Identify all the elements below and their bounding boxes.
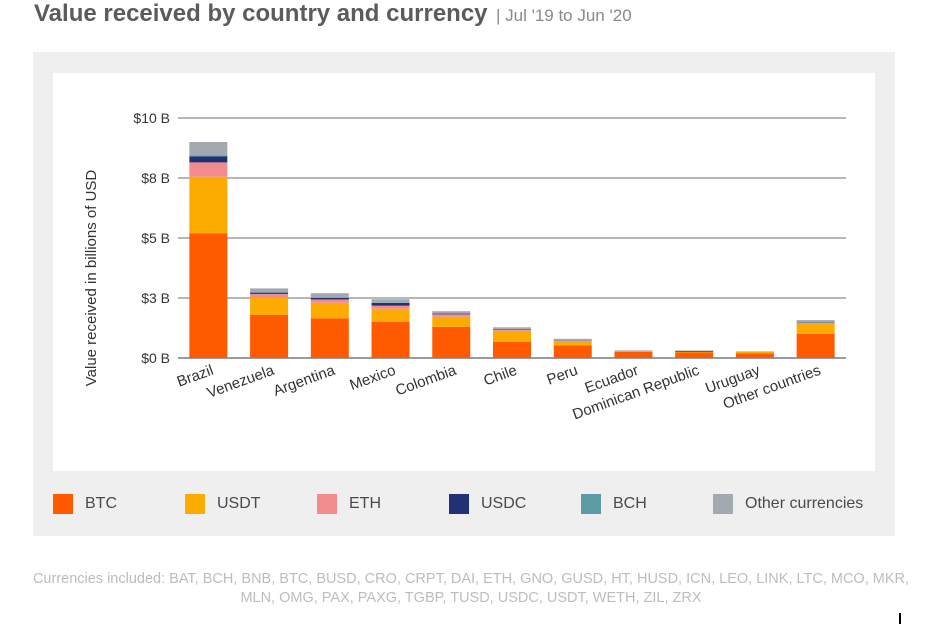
legend-item: ETH	[317, 492, 381, 516]
bar-stack	[432, 311, 471, 358]
y-tick-label: $5 B	[141, 230, 170, 246]
legend-label: BTC	[85, 495, 117, 512]
bar-segment	[493, 341, 531, 358]
bar-segment	[675, 352, 714, 358]
bar-segment	[796, 320, 835, 322]
legend-item: BTC	[53, 492, 117, 516]
x-tick-label: Peru	[545, 362, 581, 389]
bar-segment	[250, 292, 289, 293]
bar-segment	[432, 326, 471, 358]
bar-segment	[735, 352, 774, 354]
bar-segment	[614, 351, 653, 352]
legend-label: Other currencies	[745, 495, 864, 512]
y-axis-label: Value received in billions of USD	[83, 170, 100, 387]
legend-item: USDT	[185, 492, 261, 516]
bar-stack	[675, 350, 714, 358]
x-tick-label: Chile	[481, 362, 519, 390]
x-tick-label: Mexico	[347, 362, 397, 394]
chart-title: Value received by country and currency	[34, 0, 488, 27]
legend-item: USDC	[449, 492, 526, 516]
y-axis-ticks: $0 B $3 B $5 B $8 B $10 B	[133, 110, 170, 366]
legend-label: USDT	[217, 495, 261, 512]
legend-label: ETH	[349, 495, 381, 512]
bar-segment	[250, 298, 289, 315]
x-tick-label: Argentina	[271, 362, 338, 400]
legend-item: BCH	[581, 492, 647, 516]
legend-item: Other currencies	[713, 492, 863, 516]
bar-segment	[250, 288, 289, 292]
bar-segment	[796, 334, 835, 358]
bar-segment	[432, 311, 471, 314]
bar-segment	[493, 327, 531, 329]
bar-segment	[310, 318, 349, 358]
bar-segment	[310, 293, 349, 298]
bar-segment	[189, 162, 228, 177]
bar-segment	[432, 316, 471, 327]
legend-swatch	[317, 494, 337, 514]
bar-segment	[310, 297, 349, 298]
bar-segment	[796, 323, 835, 334]
legend-label: USDC	[481, 495, 527, 512]
bar-segment	[553, 340, 592, 342]
bar-segment	[493, 330, 531, 342]
bar-stack	[310, 293, 349, 358]
bar-stack	[735, 351, 774, 358]
legend-swatch	[581, 494, 601, 514]
y-tick-label: $3 B	[141, 290, 170, 306]
x-tick-label: Colombia	[393, 362, 459, 400]
bar-stack	[189, 142, 228, 358]
bar-segment	[250, 293, 289, 298]
y-tick-label: $10 B	[133, 110, 170, 126]
bar-segment	[675, 351, 714, 352]
footnote: Currencies included: BAT, BCH, BNB, BTC,…	[32, 571, 910, 606]
legend-swatch	[713, 494, 733, 514]
bar-segment	[371, 322, 410, 358]
bar-segment	[432, 313, 471, 315]
bar-segment	[553, 345, 592, 358]
bar-segment	[371, 299, 410, 303]
legend-label: BCH	[613, 495, 647, 512]
bar-segment	[371, 305, 410, 309]
bar-stack	[371, 299, 410, 358]
bar-segment	[371, 308, 410, 322]
bar-segment	[371, 302, 410, 306]
bar-stack	[493, 327, 531, 358]
bar-segment	[493, 329, 531, 331]
legend: BTC USDT ETH USDC BCH Other currencies	[53, 492, 883, 516]
bar-segment	[189, 156, 228, 163]
bar-segment	[250, 292, 289, 294]
bar-segment	[553, 341, 592, 346]
bar-stack	[250, 288, 289, 358]
bar-segment	[796, 322, 835, 324]
bar-segment	[189, 142, 228, 156]
bar-segment	[189, 176, 228, 234]
y-tick-label: $0 B	[141, 350, 170, 366]
y-tick-label: $8 B	[141, 170, 170, 186]
bar-segment	[432, 314, 471, 317]
bars	[189, 142, 835, 358]
x-tick-label: Venezuela	[205, 362, 277, 402]
bar-segment	[310, 298, 349, 300]
legend-swatch	[53, 494, 73, 514]
bar-stack	[614, 350, 653, 358]
bar-segment	[614, 352, 653, 358]
chart-subtitle: | Jul '19 to Jun '20	[495, 6, 632, 25]
bar-segment	[310, 299, 349, 303]
chart-header: Value received by country and currency |…	[34, 0, 632, 28]
bar-segment	[250, 314, 289, 358]
legend-swatch	[185, 494, 205, 514]
bar-stack	[553, 338, 592, 358]
bar-segment	[189, 233, 228, 358]
bar-segment	[189, 155, 228, 157]
bar-stack	[796, 320, 835, 358]
text-cursor-mark	[899, 613, 901, 624]
legend-swatch	[449, 494, 469, 514]
bar-segment	[553, 338, 592, 341]
bar-segment	[310, 302, 349, 319]
bar-segment	[735, 353, 774, 358]
